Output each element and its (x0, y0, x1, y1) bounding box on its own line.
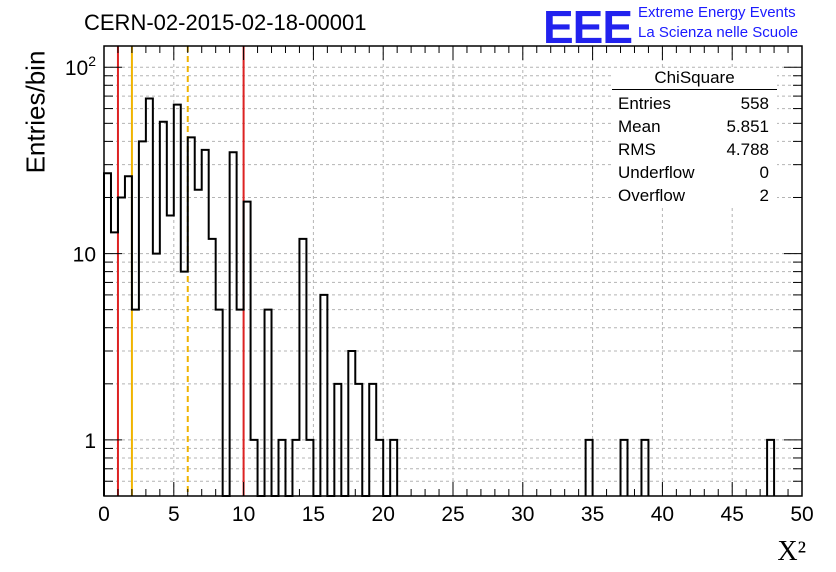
stats-title: ChiSquare (612, 68, 777, 90)
x-tick-label: 0 (98, 503, 110, 526)
x-tick-label: 25 (441, 503, 464, 526)
x-axis: 0 5 10 15 20 25 30 35 40 45 50 (98, 46, 814, 526)
stats-value: 0 (759, 163, 769, 182)
y-tick-label: 1 (84, 430, 96, 453)
stats-label: Mean (618, 117, 661, 136)
y-tick-exponent: 2 (88, 53, 96, 69)
stats-row-entries: Entries 558 (612, 92, 777, 115)
stats-row-underflow: Underflow 0 (612, 161, 777, 184)
stats-label: Entries (618, 94, 671, 113)
brand-tagline-1: Extreme Energy Events (638, 4, 796, 21)
stats-label: RMS (618, 140, 656, 159)
y-axis-label: Entries/bin (20, 50, 51, 174)
x-tick-label: 35 (581, 503, 604, 526)
chart-title: CERN-02-2015-02-18-00001 (84, 10, 367, 35)
x-tick-label: 45 (721, 503, 744, 526)
stats-label: Overflow (618, 186, 686, 205)
x-tick-label: 50 (790, 503, 813, 526)
grid-lines (104, 46, 802, 496)
x-tick-label: 40 (651, 503, 674, 526)
x-tick-label: 30 (511, 503, 534, 526)
stats-value: 558 (740, 94, 769, 113)
stats-value: 2 (759, 186, 769, 205)
histogram-bin (766, 438, 776, 496)
histogram-bin (584, 438, 594, 496)
x-tick-label: 15 (302, 503, 325, 526)
stats-row-mean: Mean 5.851 (612, 115, 777, 138)
y-tick-label: 102 (65, 53, 96, 80)
stats-row-rms: RMS 4.788 (612, 138, 777, 161)
stats-box: ChiSquare Entries 558 Mean 5.851 RMS 4.7… (612, 68, 777, 207)
stats-label: Underflow (618, 163, 695, 182)
x-tick-label: 5 (168, 503, 180, 526)
y-tick-label: 10 (73, 244, 96, 267)
histogram-bin (640, 438, 650, 496)
eee-logo: EEE (543, 1, 633, 53)
histogram-step-line (103, 97, 399, 497)
stats-row-overflow: Overflow 2 (612, 184, 777, 207)
x-tick-label: 10 (232, 503, 255, 526)
histogram-bin (619, 438, 629, 496)
x-tick-label: 20 (372, 503, 395, 526)
histogram-series (103, 97, 776, 497)
x-axis-label: X² (777, 536, 806, 567)
stats-value: 4.788 (726, 140, 769, 159)
brand-tagline-2: La Scienza nelle Scuole (638, 24, 799, 41)
stats-value: 5.851 (726, 117, 769, 136)
